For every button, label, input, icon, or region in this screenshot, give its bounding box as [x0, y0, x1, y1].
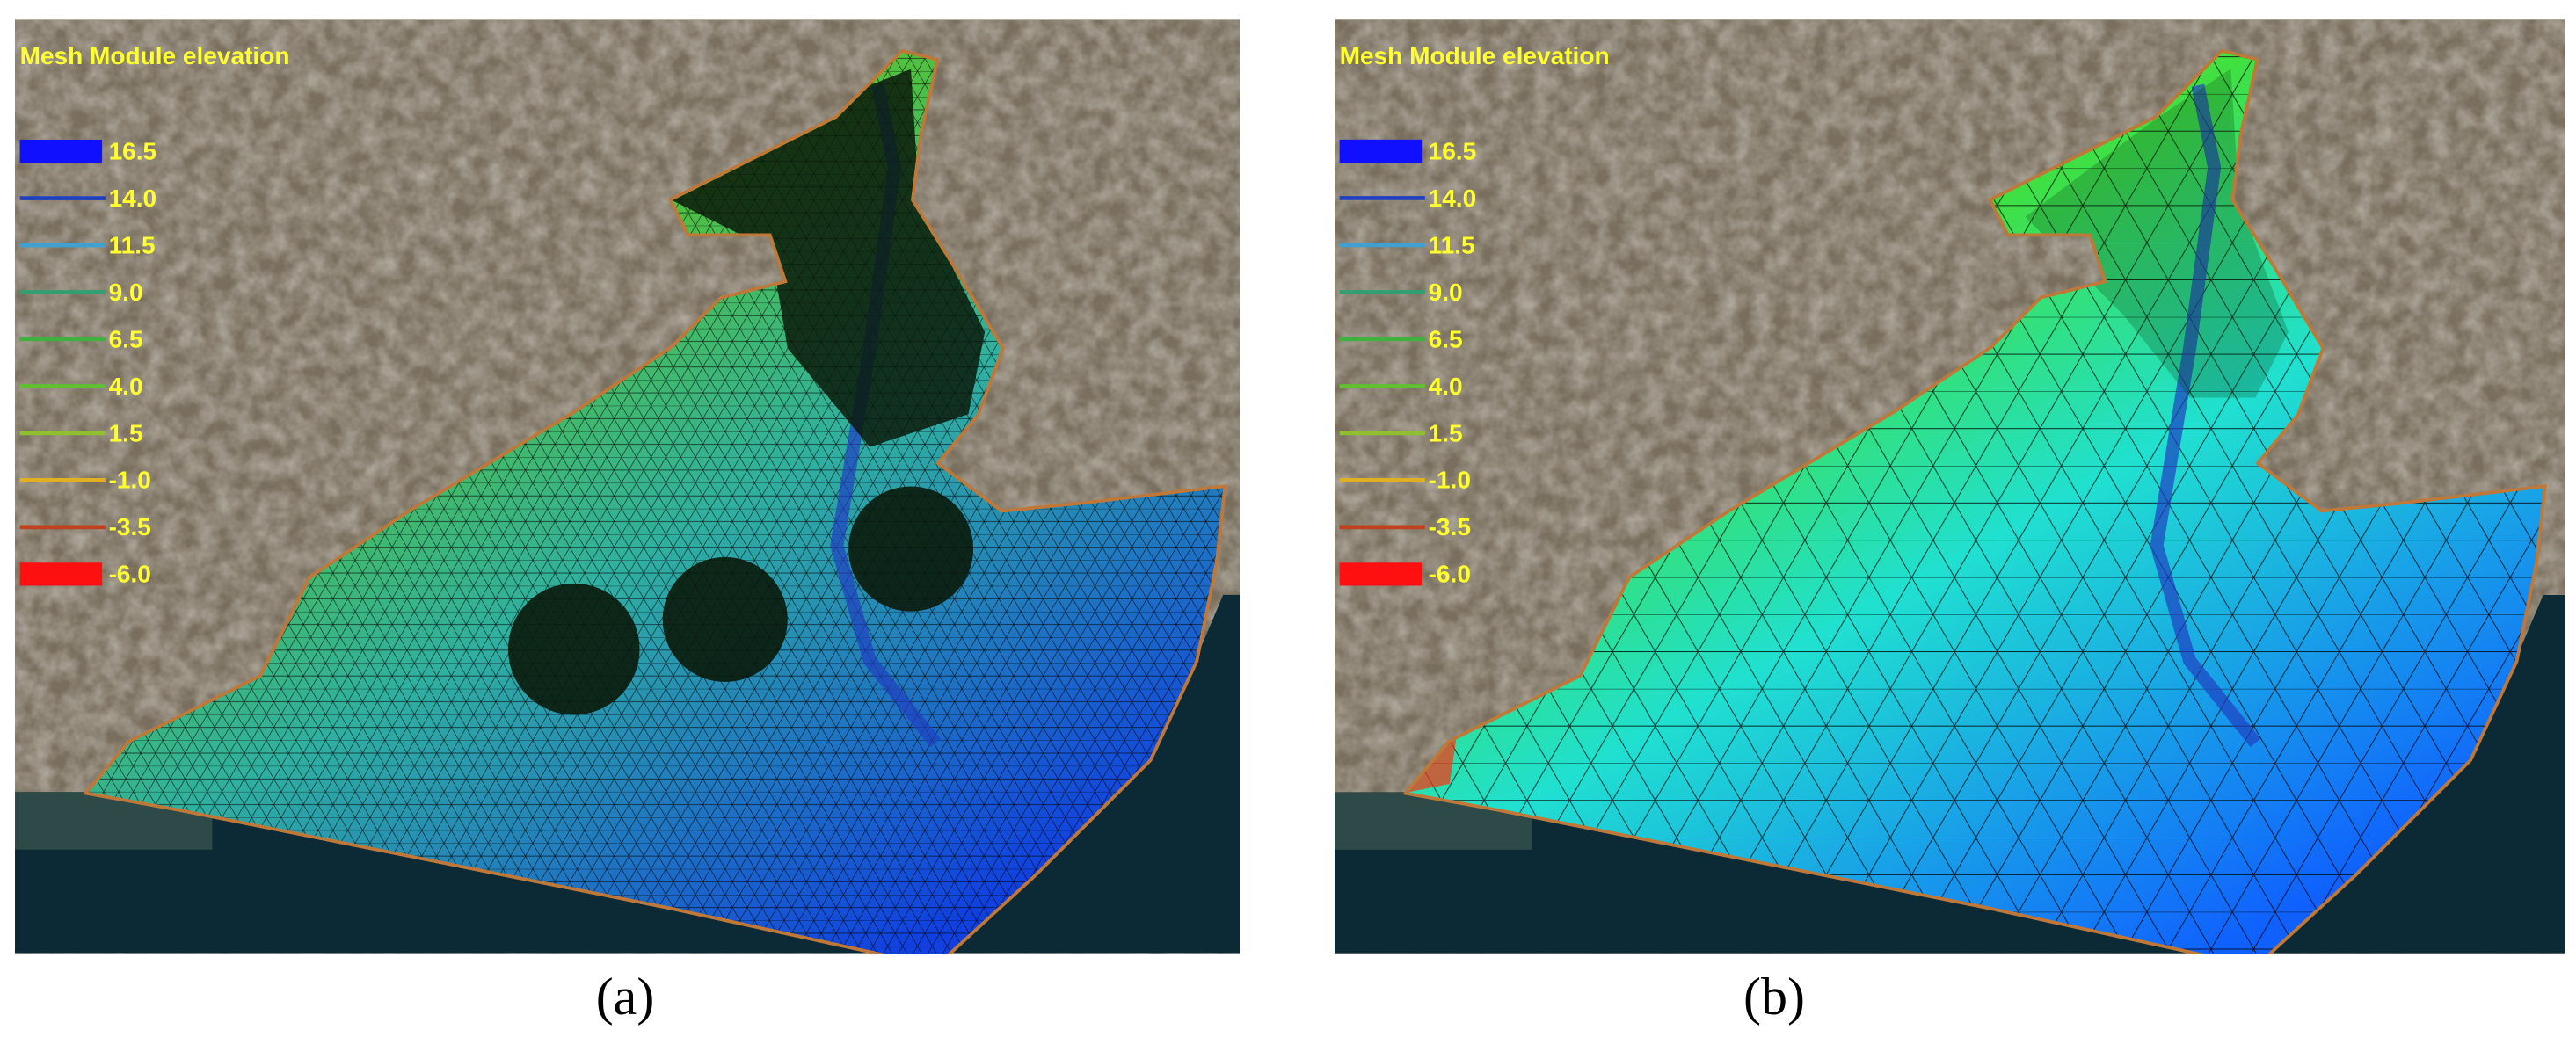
dense-region	[662, 556, 788, 683]
dense-region	[672, 69, 986, 447]
legend-label: -1.0	[1429, 467, 1471, 494]
dense-region	[507, 583, 640, 715]
map-panel: Mesh Module elevation 16.5 14.0 11.5 9.0 6.5 4…	[1335, 19, 2565, 954]
panel-label: (a)	[595, 968, 655, 1026]
sea	[15, 594, 1240, 954]
panel-label: (b)	[1743, 968, 1805, 1026]
legend-label: -1.0	[109, 467, 151, 494]
legend-label: -3.5	[1429, 513, 1471, 540]
legend-label: 4.0	[1429, 373, 1463, 400]
legend-label: 4.0	[109, 373, 143, 400]
legend-swatch	[1339, 562, 1423, 586]
legend-label: 16.5	[109, 137, 157, 164]
legend-label: 14.0	[109, 185, 157, 212]
legend-label: -3.5	[109, 513, 151, 540]
legend-label: 6.5	[1429, 325, 1463, 352]
dense-region	[848, 486, 974, 612]
legend-label: 9.0	[109, 279, 143, 306]
legend-label: 11.5	[109, 231, 156, 258]
legend-title: Mesh Module elevation	[1340, 42, 1610, 69]
channel	[2150, 83, 2261, 747]
legend-label: 11.5	[1429, 231, 1475, 258]
legend-swatch	[19, 139, 103, 163]
legend-swatch	[1339, 139, 1423, 163]
legend-label: -6.0	[109, 561, 151, 588]
legend-title: Mesh Module elevation	[20, 42, 290, 69]
legend-label: -6.0	[1429, 561, 1471, 588]
legend-label: 16.5	[1429, 137, 1477, 164]
sea	[1335, 594, 2565, 954]
legend-label: 1.5	[1429, 419, 1463, 446]
legend-label: 9.0	[1429, 279, 1463, 306]
map-panel: Mesh Module elevation 16.5 14.0 11.5 9.0 6.5 4…	[15, 19, 1240, 954]
legend-label: 14.0	[1429, 185, 1477, 212]
legend-label: 6.5	[109, 325, 143, 352]
legend-swatch	[19, 562, 103, 586]
dense-region	[2025, 69, 2289, 398]
legend-label: 1.5	[109, 419, 143, 446]
